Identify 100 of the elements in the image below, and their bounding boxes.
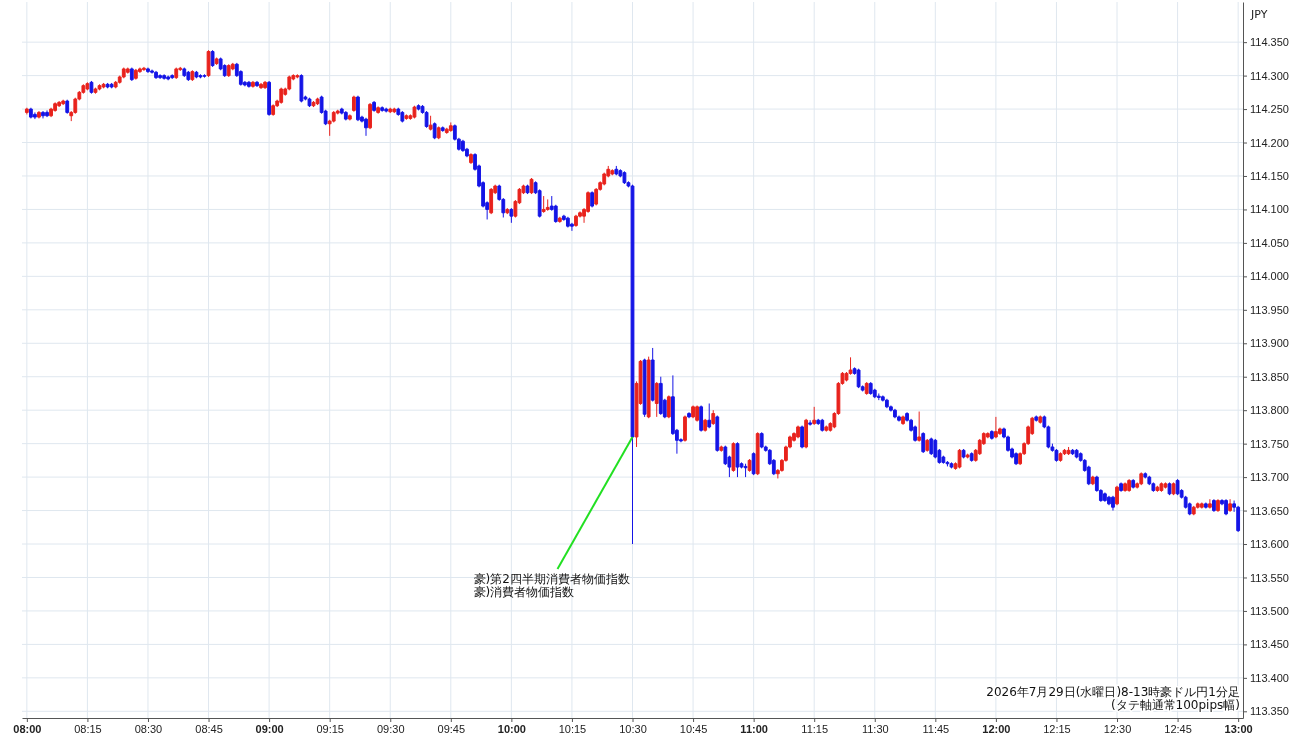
candlestick — [368, 102, 372, 130]
y-axis-title: JPY — [1250, 8, 1268, 21]
candlestick — [24, 107, 29, 115]
candlestick — [295, 73, 300, 79]
candlestick — [695, 405, 700, 423]
annotation: 2026年7月29日(水曜日)8-13時豪ドル円1分足 (タテ軸通常100pips幅) — [986, 685, 1240, 713]
y-tick-label: 113.350 — [1250, 705, 1289, 718]
x-tick-label: 09:15 — [316, 722, 344, 735]
candlestick — [876, 392, 881, 401]
candlestick — [1236, 505, 1241, 533]
candlestick — [699, 405, 704, 433]
candlestick — [158, 73, 162, 80]
candlestick — [263, 80, 267, 90]
candlestick — [1163, 481, 1168, 489]
candlestick — [1014, 451, 1018, 466]
candlestick — [315, 97, 320, 106]
candlestick — [1212, 498, 1216, 513]
y-tick-label: 113.600 — [1250, 538, 1289, 551]
candlestick — [1058, 451, 1063, 463]
candlestick — [279, 87, 284, 105]
candlestick — [1155, 485, 1160, 493]
candlestick — [945, 460, 950, 467]
candlestick — [101, 82, 106, 89]
candlestick — [610, 168, 615, 176]
candlestick — [824, 425, 829, 433]
x-tick-label: 11:15 — [801, 722, 829, 735]
candlestick — [162, 73, 167, 81]
annotation: 豪)第2四半期消費者物価指数 — [473, 571, 630, 586]
y-tick-label: 114.150 — [1250, 170, 1289, 182]
candlestick — [436, 125, 441, 140]
y-tick-label: 114.350 — [1250, 36, 1289, 49]
candlestick — [1115, 485, 1119, 506]
candlestick — [969, 451, 974, 463]
candlestick — [731, 441, 736, 473]
candlestick — [210, 49, 215, 68]
candlestick — [856, 368, 861, 389]
candlestick — [186, 70, 191, 82]
candlestick — [820, 418, 825, 433]
candlestick — [574, 214, 578, 228]
candlestick — [505, 207, 510, 215]
candlestick — [993, 416, 998, 439]
candlestick — [400, 110, 405, 123]
candlestick — [146, 67, 150, 74]
y-tick-label: 113.950 — [1250, 303, 1289, 316]
candlestick — [1111, 495, 1115, 512]
candlestick — [808, 419, 813, 427]
candlestick — [687, 411, 691, 419]
y-tick-label: 114.250 — [1250, 103, 1289, 116]
candlestick — [957, 448, 962, 469]
candlestick — [461, 139, 465, 153]
candlestick — [1034, 415, 1039, 423]
candlestick — [65, 99, 70, 115]
candlestick — [41, 110, 45, 119]
candlestick — [182, 67, 187, 78]
candlestick — [666, 394, 671, 419]
candlestick — [614, 165, 619, 176]
candlestick — [432, 121, 437, 140]
y-tick-label: 114.050 — [1250, 236, 1289, 249]
x-tick-label: 08:00 — [13, 722, 42, 735]
candlestick — [469, 152, 473, 165]
candlestick — [650, 347, 655, 402]
y-tick-label: 113.750 — [1250, 437, 1289, 450]
candlestick — [735, 441, 740, 478]
candlestick — [194, 70, 199, 79]
candlestick — [796, 425, 800, 439]
candlestick — [255, 80, 259, 88]
candlestick — [37, 110, 41, 119]
x-tick-label: 09:30 — [376, 722, 405, 735]
x-tick-label: 11:45 — [922, 722, 950, 735]
candlestick — [683, 415, 687, 443]
candlestick — [747, 458, 752, 473]
candlestick — [448, 121, 453, 133]
candlestick — [529, 177, 534, 195]
candlestick — [89, 80, 94, 95]
y-tick-label: 113.450 — [1250, 638, 1289, 651]
x-tick-label: 12:45 — [1164, 722, 1192, 735]
candlestick — [525, 184, 530, 195]
candlestick — [85, 81, 90, 91]
candlestick — [125, 67, 130, 75]
candlestick — [93, 87, 98, 95]
candlestick — [259, 82, 263, 90]
candlestick — [1167, 481, 1172, 496]
candlestick — [372, 100, 376, 113]
candlestick — [166, 75, 171, 81]
candlestick — [759, 431, 764, 449]
candlestick — [267, 80, 272, 117]
x-tick-label: 10:45 — [679, 722, 708, 735]
candlestick — [489, 187, 494, 215]
candlestick — [380, 105, 385, 113]
candlestick — [1207, 498, 1212, 510]
candlestick — [565, 216, 570, 229]
candlestick — [884, 398, 889, 409]
y-tick-label: 113.700 — [1250, 471, 1289, 484]
candlestick — [299, 73, 304, 103]
candlestick — [105, 82, 110, 89]
candlestick — [113, 80, 118, 89]
candlestick — [868, 381, 873, 396]
candlestick — [1175, 478, 1180, 496]
candlestick — [1203, 502, 1208, 510]
candlestick — [703, 418, 708, 433]
